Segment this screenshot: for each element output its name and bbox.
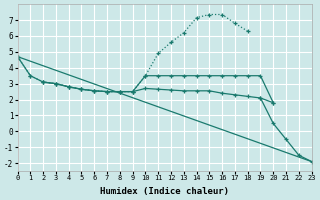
- X-axis label: Humidex (Indice chaleur): Humidex (Indice chaleur): [100, 187, 229, 196]
